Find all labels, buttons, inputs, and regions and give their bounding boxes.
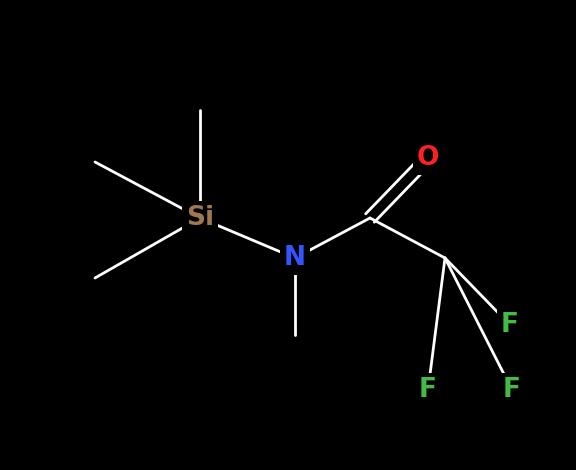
Text: Si: Si <box>186 205 214 231</box>
Text: F: F <box>503 377 521 403</box>
Text: F: F <box>501 312 519 338</box>
Text: O: O <box>417 145 439 171</box>
Text: N: N <box>284 245 306 271</box>
Text: F: F <box>419 377 437 403</box>
